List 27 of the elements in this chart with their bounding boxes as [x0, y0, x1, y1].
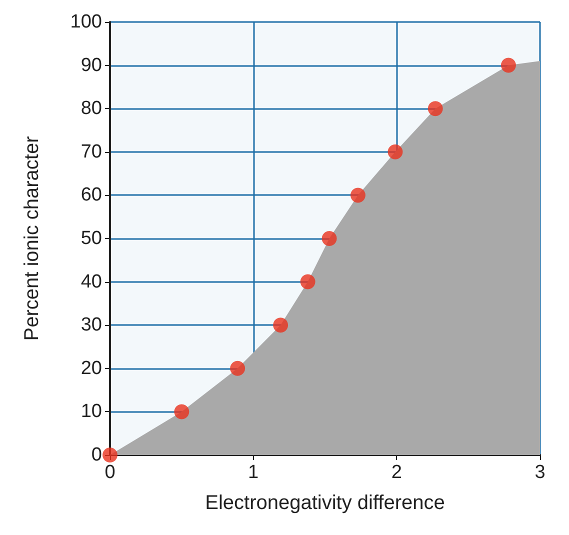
point — [500, 58, 516, 73]
y-tick-label: 90 — [80, 54, 102, 76]
point — [388, 144, 403, 160]
y-tick-label: 30 — [80, 314, 102, 336]
point — [102, 448, 118, 462]
x-tick-label: 3 — [534, 462, 546, 483]
y-tick-label: 50 — [80, 228, 102, 249]
y-tick-label: 40 — [80, 271, 102, 292]
point — [322, 231, 337, 246]
y-tick-label: 20 — [80, 358, 102, 379]
point — [273, 318, 288, 333]
point — [350, 188, 366, 203]
x-axis-title: Electronegativity difference — [205, 492, 445, 514]
point — [300, 274, 316, 290]
y-tick-label: 70 — [80, 141, 102, 162]
point — [230, 360, 246, 376]
y-axis-title: Percent ionic character — [21, 136, 43, 341]
y-tick-label: 0 — [91, 444, 102, 466]
y-tick-label: 60 — [80, 184, 102, 206]
x-tick-label: 0 — [104, 462, 116, 483]
y-tick-label: 80 — [80, 98, 102, 120]
point — [428, 101, 443, 116]
y-tick-label: 10 — [80, 401, 102, 422]
x-tick-label: 2 — [391, 462, 402, 483]
x-tick-label: 1 — [248, 462, 259, 483]
y-tick-label: 100 — [70, 12, 102, 32]
point — [174, 404, 190, 420]
